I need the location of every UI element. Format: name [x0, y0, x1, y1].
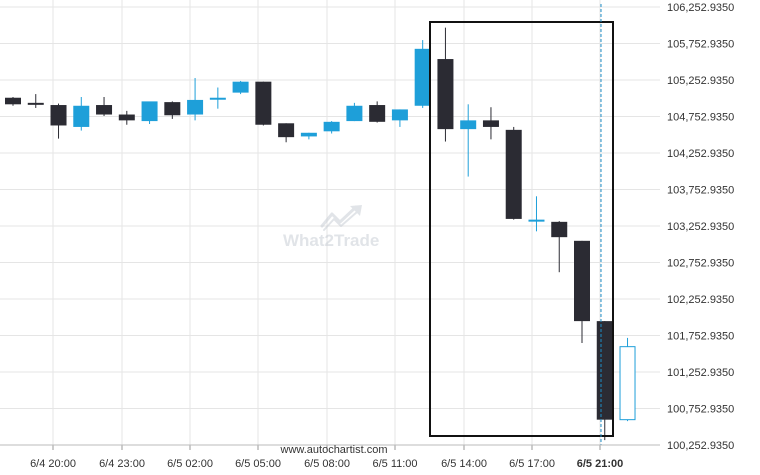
y-tick-label: 103,252.9350 [667, 221, 734, 233]
candle-body [118, 114, 135, 121]
candle [164, 101, 181, 119]
candle [574, 240, 590, 344]
y-tick-label: 104,252.9350 [667, 148, 734, 160]
candle-body [574, 240, 590, 322]
pattern-highlight-box [429, 21, 614, 437]
candle-body [460, 120, 477, 130]
candle [346, 102, 363, 122]
x-tick-label: 6/5 11:00 [372, 458, 417, 470]
candle [209, 87, 226, 109]
x-tick-label: 6/5 08:00 [304, 458, 350, 470]
y-tick-label: 105,752.9350 [667, 39, 734, 51]
candle [278, 123, 295, 143]
candle [27, 94, 44, 108]
candle-body [391, 109, 408, 121]
annotations [429, 4, 614, 445]
candle [482, 107, 499, 140]
candle [73, 97, 90, 131]
candle [369, 101, 386, 123]
source-text: www.autochartist.com [280, 444, 388, 456]
y-tick-label: 101,752.9350 [667, 331, 734, 343]
candle-body [141, 101, 158, 122]
candle-body [278, 123, 295, 138]
candle [505, 126, 522, 220]
candle-body [209, 97, 226, 100]
candle-body [619, 346, 636, 421]
y-tick-label: 104,752.9350 [667, 112, 734, 124]
y-tick-label: 106,252.9350 [667, 2, 734, 14]
x-tick-label: 6/5 14:00 [441, 458, 487, 470]
x-axis: 6/4 20:00 6/4 23:00 6/5 02:00 6/5 05:00 6/5 … [0, 444, 660, 470]
candle [96, 97, 113, 116]
candle-body [5, 97, 21, 105]
y-axis: 106,252.9350 105,752.9350 105,252.9350 104,… [667, 2, 734, 452]
candle [300, 132, 317, 140]
candle [232, 80, 249, 95]
candle [528, 196, 545, 232]
candle-body [528, 219, 545, 222]
candle-body [437, 59, 454, 130]
candle-body [369, 105, 386, 122]
candle [437, 27, 454, 142]
y-tick-label: 100,752.9350 [667, 404, 734, 416]
candle [619, 337, 636, 422]
candle [414, 40, 431, 108]
candle-body [323, 121, 340, 132]
candle-body [27, 102, 44, 105]
x-tick-label: 6/5 02:00 [167, 458, 213, 470]
candle-body [232, 81, 249, 93]
candle [5, 97, 21, 106]
candle [118, 110, 135, 125]
candle-body [551, 221, 568, 238]
candle-body [255, 81, 272, 125]
y-tick-label: 102,252.9350 [667, 294, 734, 306]
candle-body [300, 132, 317, 137]
x-tick-label: 6/5 17:00 [509, 458, 555, 470]
y-tick-label: 105,252.9350 [667, 75, 734, 87]
candle-body [505, 129, 522, 219]
x-tick-label: 6/5 21:00 [577, 458, 623, 470]
candle-body [50, 105, 67, 126]
candle-body [96, 105, 113, 115]
x-tick-label: 6/4 20:00 [30, 458, 76, 470]
chart-arrow-icon [320, 205, 362, 231]
candles [5, 27, 636, 441]
candle [596, 321, 613, 441]
candle-body [414, 48, 431, 106]
candle [551, 221, 568, 273]
candle-body [596, 321, 613, 420]
candle [187, 78, 204, 121]
candle-body [482, 120, 499, 127]
candle-body [187, 99, 204, 115]
y-tick-label: 101,252.9350 [667, 367, 734, 379]
candle [323, 121, 340, 134]
candle [255, 81, 272, 126]
x-tick-label: 6/5 05:00 [235, 458, 281, 470]
y-tick-label: 100,252.9350 [667, 440, 734, 452]
candle [391, 109, 408, 127]
watermark-text: What2Trade [283, 231, 379, 250]
watermark: What2Trade [283, 205, 379, 250]
x-tick-label: 6/4 23:00 [99, 458, 145, 470]
candle [141, 101, 158, 125]
candle [50, 103, 67, 139]
candle [460, 104, 477, 177]
y-tick-label: 102,752.9350 [667, 258, 734, 270]
candle-body [164, 102, 181, 116]
candle-body [73, 105, 90, 127]
candle-body [346, 105, 363, 122]
y-tick-label: 103,752.9350 [667, 185, 734, 197]
